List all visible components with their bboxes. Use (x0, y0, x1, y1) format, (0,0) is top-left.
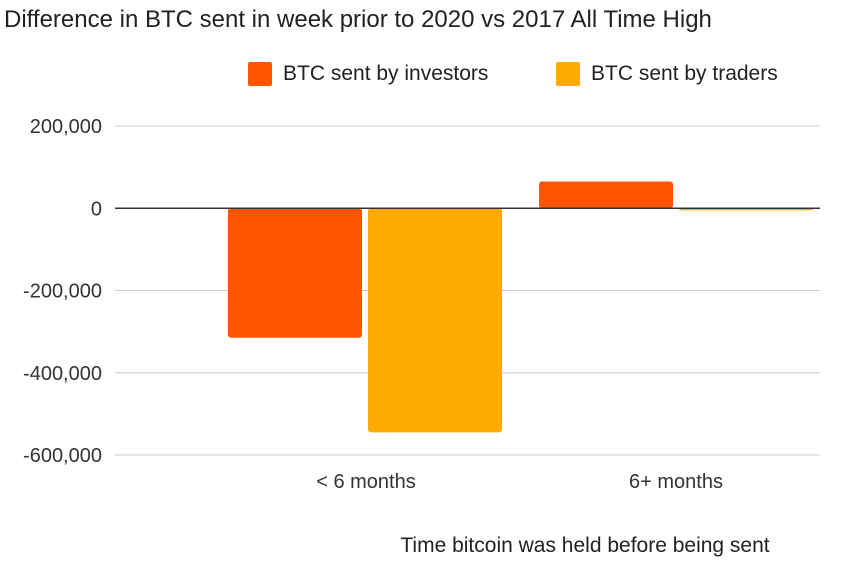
legend-label-investors: BTC sent by investors (283, 62, 488, 85)
legend-label-traders: BTC sent by traders (591, 62, 778, 85)
bar-investors-6-plus-months (539, 181, 673, 209)
x-axis-ticks: < 6 months 6+ months (316, 471, 723, 493)
bar-traders-under-6-months (368, 208, 502, 433)
x-tick-label: 6+ months (629, 471, 723, 493)
legend: BTC sent by investors BTC sent by trader… (248, 62, 778, 86)
y-tick-label: 0 (91, 198, 102, 220)
x-axis-title: Time bitcoin was held before being sent (400, 534, 769, 557)
bar-investors-under-6-months (228, 208, 362, 338)
y-tick-label: 200,000 (30, 116, 102, 138)
y-axis-ticks: 200,000 0 -200,000 -400,000 -600,000 (23, 116, 102, 467)
y-tick-label: -600,000 (23, 445, 102, 467)
bars (228, 181, 813, 433)
y-tick-label: -400,000 (23, 363, 102, 385)
y-tick-label: -200,000 (23, 281, 102, 303)
x-tick-label: < 6 months (316, 471, 416, 493)
legend-swatch-investors (248, 62, 272, 86)
chart-title: Difference in BTC sent in week prior to … (4, 6, 712, 33)
legend-swatch-traders (556, 62, 580, 86)
